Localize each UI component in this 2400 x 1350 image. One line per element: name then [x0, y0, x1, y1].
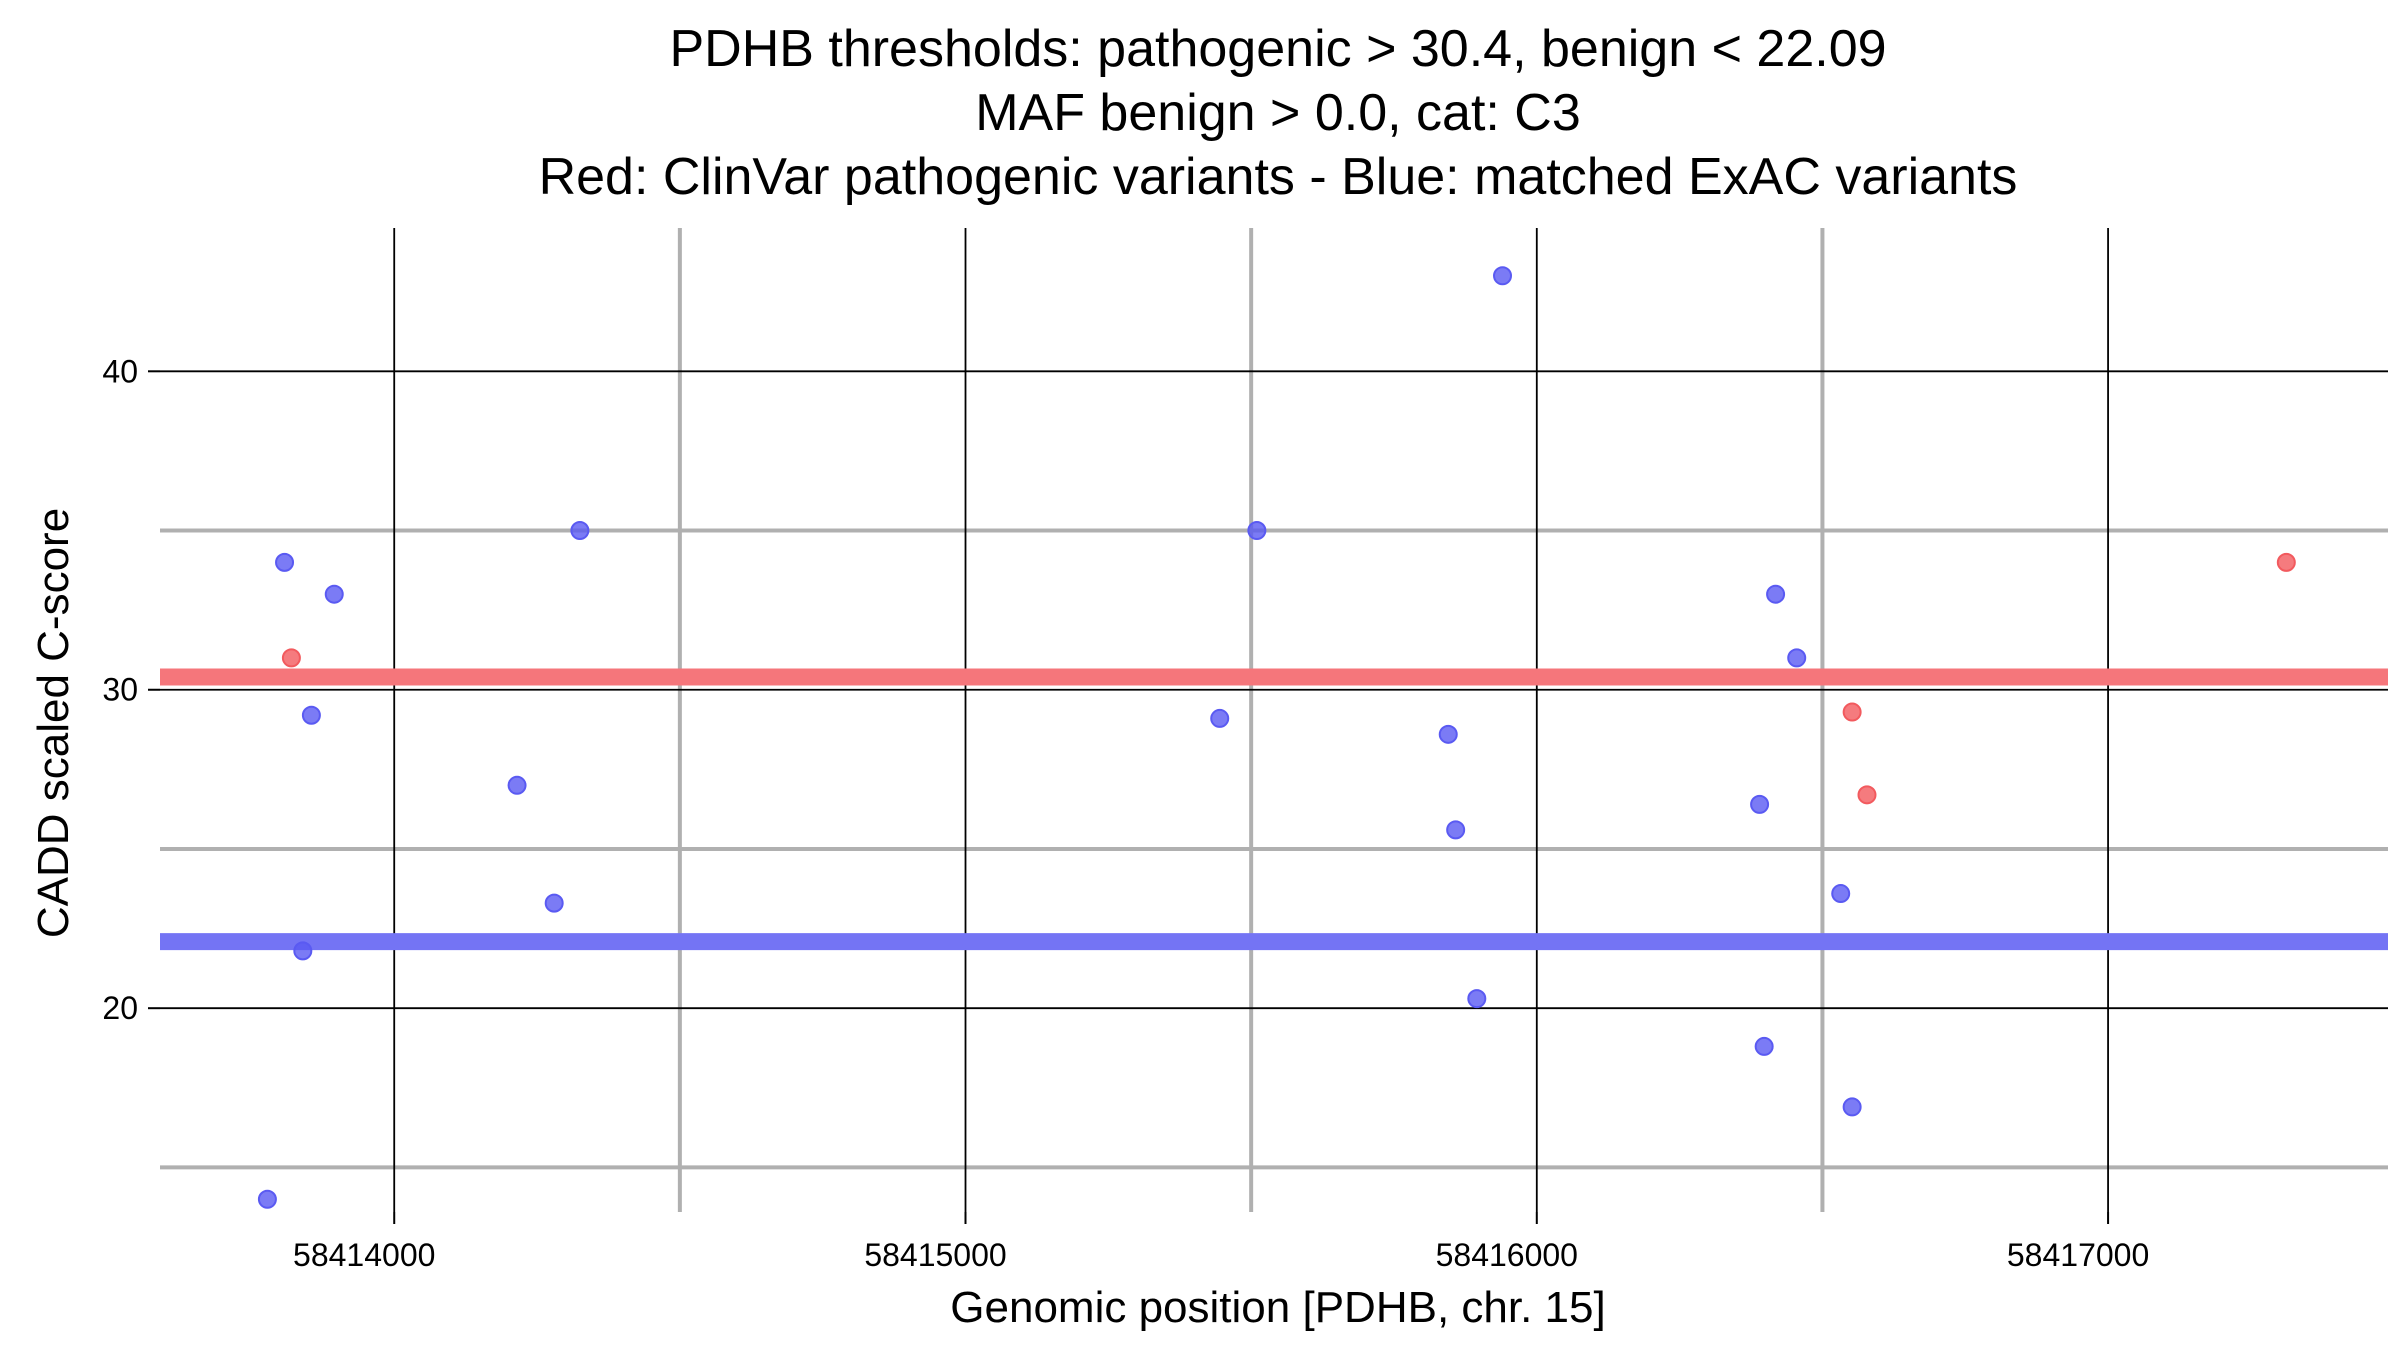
grid-lines: [160, 228, 2388, 1212]
exac-point: [257, 1189, 277, 1209]
exac-point: [1842, 1097, 1862, 1117]
y-tick-label: 30: [102, 672, 138, 708]
exac-point: [1210, 708, 1230, 728]
title-line: Red: ClinVar pathogenic variants - Blue:…: [539, 148, 2018, 206]
exac-point: [1247, 521, 1267, 541]
exac-point: [570, 521, 590, 541]
exac-point: [1467, 989, 1487, 1009]
x-axis-title: Genomic position [PDHB, chr. 15]: [950, 1283, 1605, 1332]
exac-point: [1831, 884, 1851, 904]
exac-point: [1754, 1036, 1774, 1056]
exac-point: [1446, 820, 1466, 840]
exac-point: [293, 941, 313, 961]
exac-point: [544, 893, 564, 913]
clinvar-point: [1857, 785, 1877, 805]
x-tick-label: 58414000: [293, 1237, 435, 1273]
exac-point: [1750, 794, 1770, 814]
exac-point: [1438, 724, 1458, 744]
exac-point: [275, 552, 295, 572]
y-axis-title: CADD scaled C-score: [29, 508, 78, 938]
title-line: MAF benign > 0.0, cat: C3: [975, 84, 1581, 142]
exac-point: [301, 705, 321, 725]
exac-point: [1787, 648, 1807, 668]
exac-point: [507, 775, 527, 795]
clinvar-point: [2276, 552, 2296, 572]
clinvar-point: [1842, 702, 1862, 722]
x-tick-label: 58417000: [2007, 1237, 2149, 1273]
exac-point: [1766, 584, 1786, 604]
exac-point: [324, 584, 344, 604]
title-line: PDHB thresholds: pathogenic > 30.4, beni…: [669, 20, 1886, 78]
y-tick-label: 20: [102, 990, 138, 1026]
data-points: [257, 266, 2296, 1209]
exac-point: [1493, 266, 1513, 286]
axes: 20 30 40 58414000 58415000 58416000 58417000: [102, 353, 2149, 1273]
chart-title: PDHB thresholds: pathogenic > 30.4, beni…: [539, 20, 2018, 206]
x-tick-label: 58415000: [864, 1237, 1006, 1273]
y-tick-label: 40: [102, 353, 138, 389]
threshold-lines: [160, 668, 2388, 951]
x-tick-label: 58416000: [1436, 1237, 1578, 1273]
clinvar-point: [281, 648, 301, 668]
